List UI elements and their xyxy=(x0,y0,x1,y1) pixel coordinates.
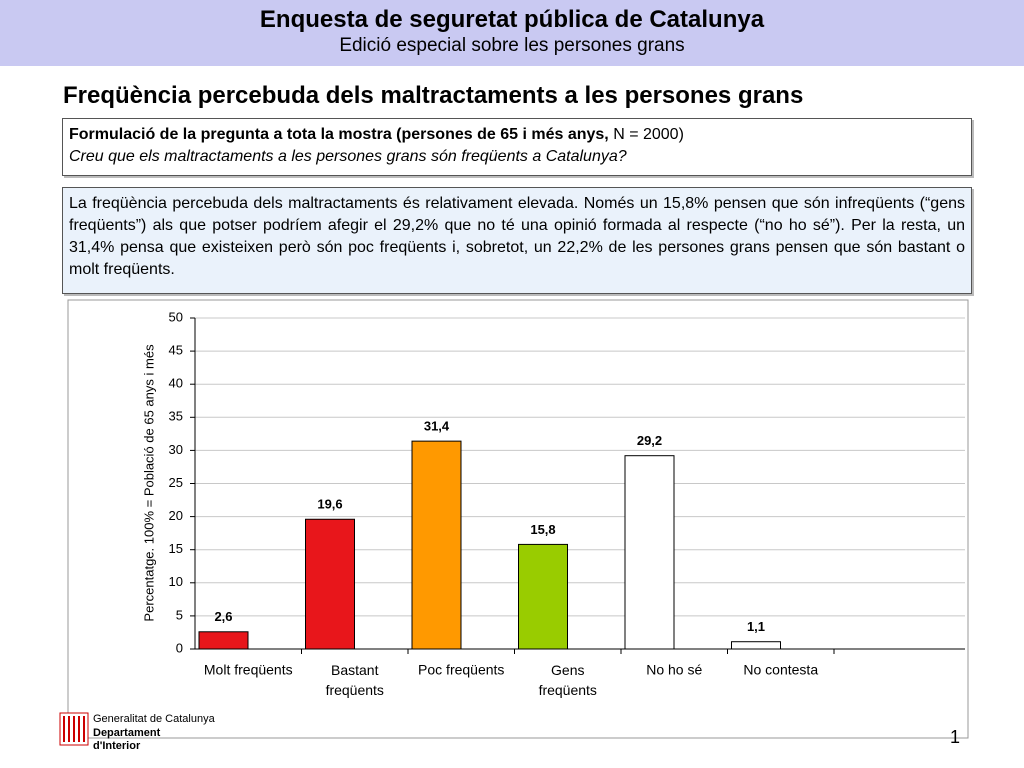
x-tick-label: Poc freqüents xyxy=(418,662,504,678)
logo: Generalitat de Catalunya Departament d'I… xyxy=(59,712,216,752)
title: Enquesta de seguretat pública de Catalun… xyxy=(259,6,765,33)
bar xyxy=(198,631,249,650)
bar xyxy=(518,543,568,650)
y-tick-label: 0 xyxy=(176,640,183,655)
question-text: Creu que els maltractaments a les person… xyxy=(69,148,627,165)
value-label: 2,6 xyxy=(214,609,232,624)
bar xyxy=(624,455,675,650)
value-label: 31,4 xyxy=(424,419,450,434)
summary: La freqüència percebuda dels maltractame… xyxy=(62,187,972,294)
page-number: 1 xyxy=(950,727,960,747)
chart-frame xyxy=(67,299,969,739)
y-tick-label: 15 xyxy=(169,541,183,556)
footer-dept: d'Interior xyxy=(93,740,141,752)
y-tick-label: 5 xyxy=(176,607,183,622)
y-tick-label: 30 xyxy=(169,442,183,457)
x-tick-line: Bastant xyxy=(331,662,379,678)
y-tick-label: 40 xyxy=(169,376,183,391)
bar xyxy=(731,641,781,650)
y-tick-label: 50 xyxy=(169,309,183,324)
logo-stripes xyxy=(63,716,85,742)
x-tick-label: No contesta xyxy=(743,662,818,678)
question-label: Formulació de la pregunta a tota la most… xyxy=(69,126,609,143)
bar xyxy=(411,440,462,650)
value-label: 19,6 xyxy=(317,497,342,512)
x-tick-label: Gens freqüents xyxy=(539,662,597,698)
bar xyxy=(305,518,355,650)
question-box: Formulació de la pregunta a tota la most… xyxy=(62,118,972,176)
x-tick-label: Molt freqüents xyxy=(204,662,293,678)
x-tick-line: freqüents xyxy=(539,682,597,698)
x-tick-line: freqüents xyxy=(326,682,384,698)
value-label: 1,1 xyxy=(747,619,765,634)
header: Enquesta de seguretat pública de Catalun… xyxy=(0,0,1024,66)
question-n: N = 2000) xyxy=(613,126,684,143)
footer-org: Generalitat de Catalunya xyxy=(93,713,216,725)
value-label: 15,8 xyxy=(530,522,555,537)
subtitle: Edició especial sobre les persones grans xyxy=(339,35,685,56)
footer-dept: Departament xyxy=(93,727,161,739)
value-label: 29,2 xyxy=(637,433,662,448)
y-tick-label: 10 xyxy=(169,574,183,589)
x-tick-line: Gens xyxy=(551,662,584,678)
x-tick-label: No ho sé xyxy=(646,662,702,678)
y-tick-label: 25 xyxy=(169,475,183,490)
y-tick-label: 35 xyxy=(169,409,183,424)
x-tick-label: Bastant freqüents xyxy=(326,662,384,698)
heading: Freqüència percebuda dels maltractaments… xyxy=(63,82,804,109)
y-tick-label: 20 xyxy=(169,508,183,523)
y-axis-label: Percentatge. 100% = Població de 65 anys … xyxy=(141,344,156,622)
y-tick-label: 45 xyxy=(169,343,183,358)
